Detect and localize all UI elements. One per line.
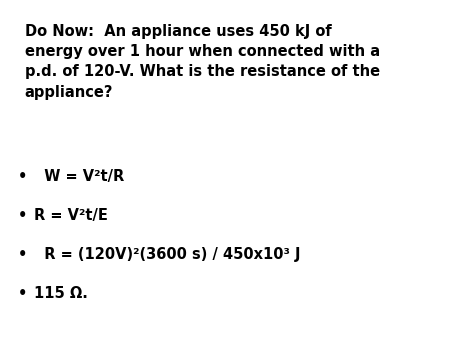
Text: Do Now:  An appliance uses 450 kJ of
energy over 1 hour when connected with a
p.: Do Now: An appliance uses 450 kJ of ener… (25, 24, 380, 100)
Text: W = V²t/R: W = V²t/R (34, 169, 124, 184)
Text: •: • (18, 286, 27, 300)
Text: •: • (18, 208, 27, 223)
Text: R = (120V)²(3600 s) / 450x10³ J: R = (120V)²(3600 s) / 450x10³ J (34, 247, 300, 262)
Text: •: • (18, 169, 27, 184)
Text: R = V²t/E: R = V²t/E (34, 208, 108, 223)
Text: 115 Ω.: 115 Ω. (34, 286, 88, 300)
Text: •: • (18, 247, 27, 262)
